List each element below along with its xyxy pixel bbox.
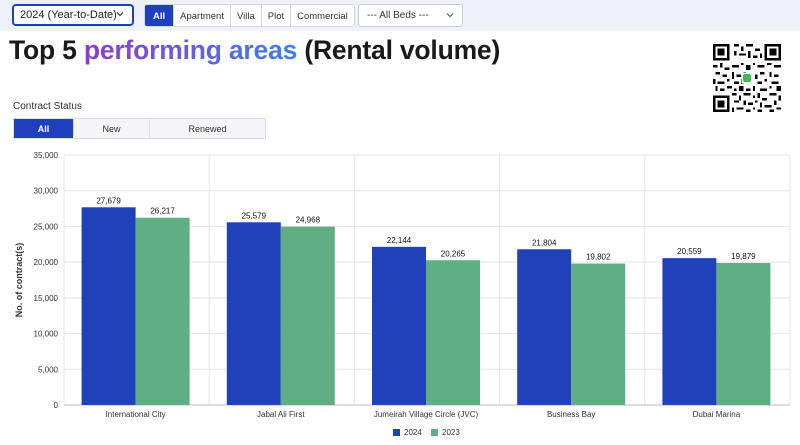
contract-status-tabs: All New Renewed <box>13 118 266 139</box>
title-highlight: performing areas <box>83 35 298 65</box>
bar-2023 <box>280 226 335 405</box>
y-tick-label: 20,000 <box>34 258 59 267</box>
x-tick-label: Business Bay <box>547 410 595 419</box>
data-label: 24,968 <box>296 216 321 225</box>
y-tick-label: 15,000 <box>34 294 59 303</box>
qr-code <box>713 44 781 112</box>
data-label: 19,802 <box>586 253 611 262</box>
status-tab-new[interactable]: New <box>74 119 150 138</box>
data-label: 25,579 <box>242 211 267 220</box>
type-tab-commercial[interactable]: Commercial <box>297 11 348 22</box>
title-part-1: Top 5 <box>9 35 84 65</box>
x-tick-label: Jumeirah Village Circle (JVC) <box>374 410 479 419</box>
bar-2024 <box>226 222 281 405</box>
bar-2023 <box>716 263 771 405</box>
bar-2023 <box>135 217 190 405</box>
chart-canvas: 0 5,000 10,000 15,000 20,000 25,000 30,000 35,0… <box>14 151 791 437</box>
x-tick-label: Jabal Ali First <box>257 410 305 419</box>
y-axis-title: No. of contract(s) <box>14 243 24 318</box>
y-tick-label: 5,000 <box>38 365 59 374</box>
data-label: 20,559 <box>677 247 702 256</box>
x-tick-label: International City <box>106 410 166 419</box>
data-label: 27,679 <box>96 196 121 205</box>
rental-volume-chart: 0 5,000 10,000 15,000 20,000 25,000 30,000 35,0… <box>0 143 800 445</box>
type-tab-apartment[interactable]: Apartment <box>174 5 231 26</box>
bar-2023 <box>426 260 480 405</box>
beds-select[interactable]: --- All Beds --- <box>358 4 463 27</box>
beds-select-value: --- All Beds --- <box>367 10 429 21</box>
chevron-down-icon <box>446 13 454 18</box>
bar-2024 <box>372 246 426 405</box>
y-tick-label: 30,000 <box>34 187 59 196</box>
legend-swatch-2024 <box>393 429 400 436</box>
data-label: 21,804 <box>532 238 557 247</box>
filter-bar: 2024 (Year-to-Date) All Apartment Villa … <box>0 0 800 31</box>
bar-2024 <box>517 249 572 405</box>
period-select[interactable]: 2024 (Year-to-Date) <box>12 4 134 26</box>
data-label: 26,217 <box>150 207 175 216</box>
property-type-tabs: All Apartment Villa Plot Commercial <box>144 4 355 27</box>
status-tab-all[interactable]: All <box>14 119 74 138</box>
y-tick-label: 25,000 <box>34 222 59 231</box>
y-tick-label: 10,000 <box>34 330 59 339</box>
contract-status-label: Contract Status <box>13 101 82 112</box>
type-tab-all[interactable]: All <box>145 5 175 26</box>
bar-2024 <box>662 258 717 405</box>
legend-label: 2024 <box>404 428 422 437</box>
chevron-down-icon <box>116 12 124 17</box>
title-part-2: (Rental volume) <box>297 35 501 65</box>
y-tick-label: 0 <box>54 401 59 410</box>
data-label: 22,144 <box>387 236 412 245</box>
status-tab-renewed[interactable]: Renewed <box>150 119 265 138</box>
y-tick-label: 35,000 <box>34 151 59 160</box>
type-tab-villa[interactable]: Villa <box>231 5 262 26</box>
page-title: Top 5 performing areas (Rental volume) <box>9 35 500 66</box>
bar-2023 <box>571 263 626 405</box>
legend-swatch-2023 <box>431 429 438 436</box>
bar-2024 <box>81 207 136 405</box>
legend-label: 2023 <box>442 428 460 437</box>
type-tab-plot[interactable]: Plot <box>262 5 292 26</box>
data-label: 19,879 <box>731 252 756 261</box>
period-select-value: 2024 (Year-to-Date) <box>20 9 117 21</box>
data-label: 20,265 <box>441 249 466 258</box>
x-tick-label: Dubai Marina <box>693 410 741 419</box>
